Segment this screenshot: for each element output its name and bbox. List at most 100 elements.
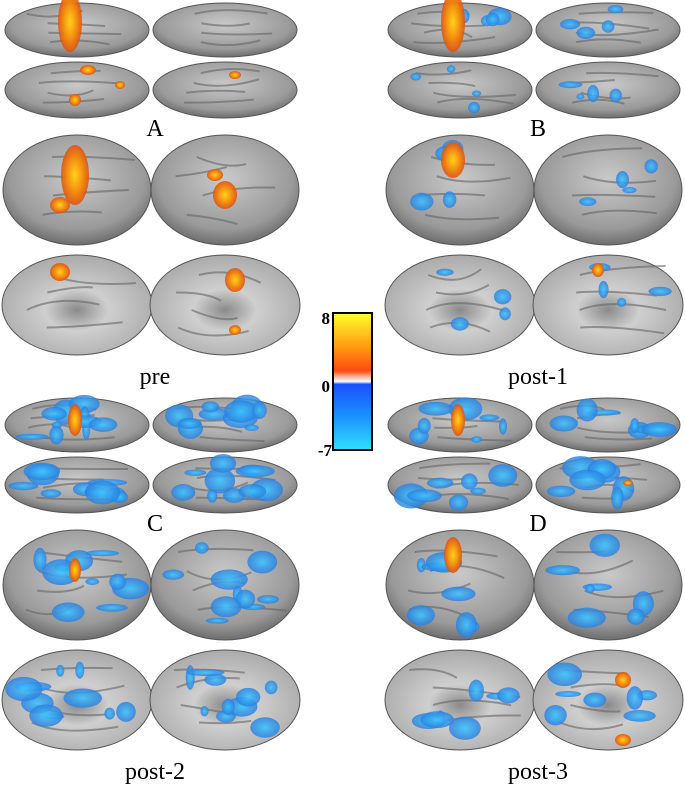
deactivation-blob [426, 477, 454, 489]
deactivation-blob [544, 704, 567, 726]
deactivation-blob [235, 465, 275, 478]
deactivation-blob [235, 687, 261, 707]
deactivation-blob [558, 81, 583, 89]
sulcus [576, 290, 657, 297]
dorsal-view [152, 2, 298, 58]
deactivation-blob [468, 101, 480, 114]
deactivation-blob [436, 268, 454, 276]
activation-blob [229, 71, 241, 79]
sulcus [435, 283, 490, 296]
deactivation-blob [587, 84, 599, 103]
sulcus [579, 303, 667, 311]
deactivation-blob [601, 20, 615, 33]
colorbar-min: -7 [318, 441, 333, 460]
deactivation-blob [63, 688, 102, 708]
colorbar-max: 8 [322, 309, 331, 328]
deactivation-blob [609, 88, 622, 103]
deactivation-blob [468, 679, 485, 702]
deactivation-blob [555, 690, 582, 698]
ventral-view [4, 61, 150, 119]
ventral-view [387, 61, 533, 119]
condition-label: post-1 [508, 364, 568, 390]
deactivation-blob [56, 664, 65, 677]
deactivation-blob [567, 607, 606, 628]
deactivation-blob [623, 710, 656, 722]
sulcus [191, 309, 238, 321]
deactivation-blob [51, 602, 85, 622]
deactivation-blob [410, 192, 434, 211]
deactivation-blob [5, 676, 43, 702]
deactivation-blob [485, 12, 500, 27]
sulcus [177, 326, 249, 337]
sulcus [572, 98, 625, 105]
sulcus [193, 78, 260, 87]
deactivation-blob [497, 687, 520, 704]
deactivation-blob [479, 414, 500, 421]
deactivation-blob [589, 533, 621, 557]
deactivation-blob [611, 486, 624, 510]
panel-letter: A [146, 116, 164, 142]
colorbar-zero: 0 [322, 377, 331, 396]
deactivation-blob [194, 542, 209, 554]
panel-letter: C [147, 511, 163, 537]
deactivation-blob [545, 565, 581, 576]
deactivation-blob [15, 433, 49, 440]
activation-blob [441, 0, 465, 52]
sulcus [40, 666, 113, 671]
deactivation-blob [85, 550, 120, 557]
deactivation-blob [461, 473, 478, 490]
deactivation-blob [442, 191, 457, 208]
sulcus [46, 321, 123, 329]
sulcus [571, 193, 656, 198]
activation-blob [451, 404, 465, 436]
sulcus [407, 582, 471, 595]
deactivation-blob [185, 665, 195, 690]
medial-view [1, 254, 153, 356]
medial-view [149, 254, 301, 356]
ventral-view [535, 61, 681, 119]
deactivation-blob [210, 569, 248, 590]
sulcus [177, 547, 254, 553]
deactivation-blob [450, 317, 469, 331]
deactivation-blob [201, 401, 220, 413]
deactivation-blob [84, 480, 121, 505]
deactivation-blob [29, 704, 63, 727]
deactivation-blob [410, 72, 422, 81]
sulcus [586, 71, 659, 78]
activation-blob [50, 197, 70, 213]
deactivation-blob [499, 307, 511, 321]
activation-blob [69, 94, 81, 106]
sulcus [570, 704, 621, 713]
sulcus [199, 719, 252, 725]
deactivation-blob [585, 583, 595, 594]
sulcus [200, 22, 250, 27]
deactivation-blob [547, 662, 583, 687]
condition-label: post-3 [508, 759, 568, 785]
deactivation-blob [33, 547, 47, 572]
deactivation-blob [177, 418, 202, 429]
deactivation-blob [252, 401, 267, 420]
activation-blob [229, 325, 241, 335]
sulcus [47, 286, 93, 294]
deactivation-blob [576, 398, 598, 422]
sulcus [432, 699, 512, 707]
deactivation-blob [446, 65, 456, 73]
sulcus [194, 9, 268, 15]
deactivation-blob [648, 286, 672, 297]
deactivation-blob [264, 680, 278, 695]
deactivation-blob [622, 187, 637, 194]
sulcus [42, 210, 102, 216]
deactivation-blob [470, 436, 483, 443]
sulcus [52, 189, 129, 197]
deactivation-blob [448, 494, 469, 511]
deactivation-blob [186, 668, 225, 677]
sulcus [575, 38, 642, 44]
deactivation-blob [441, 586, 476, 602]
sulcus [433, 91, 516, 98]
panel-letter: B [530, 116, 546, 142]
deactivation-blob [455, 612, 478, 638]
sulcus [176, 291, 222, 302]
deactivation-blob [209, 454, 237, 473]
